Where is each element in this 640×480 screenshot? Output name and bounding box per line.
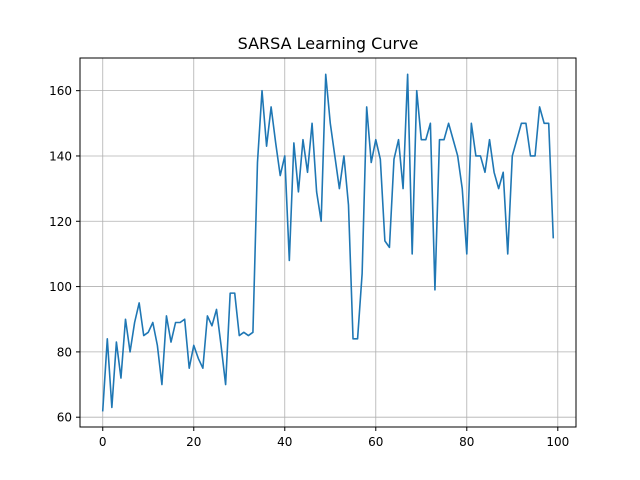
y-tick-label: 60 [57, 411, 72, 425]
y-tick-label: 160 [49, 84, 72, 98]
plot-frame [79, 57, 577, 428]
series-line [101, 73, 555, 412]
axes: 0 20 40 60 80 100 60 80 100 120 140 160 [49, 57, 577, 449]
y-tick-label: 100 [49, 280, 72, 294]
x-tick-label: 20 [186, 435, 201, 449]
x-tick-label: 40 [277, 435, 292, 449]
x-tick-label: 60 [368, 435, 383, 449]
grid [80, 58, 576, 427]
series-layer [101, 73, 555, 412]
y-tick-label: 140 [49, 149, 72, 163]
y-tick-label: 120 [49, 215, 72, 229]
x-tick-label: 80 [459, 435, 474, 449]
x-tick-label: 100 [546, 435, 569, 449]
y-tick-label: 80 [57, 345, 72, 359]
chart-title: SARSA Learning Curve [238, 34, 419, 53]
x-tick-label: 0 [99, 435, 107, 449]
